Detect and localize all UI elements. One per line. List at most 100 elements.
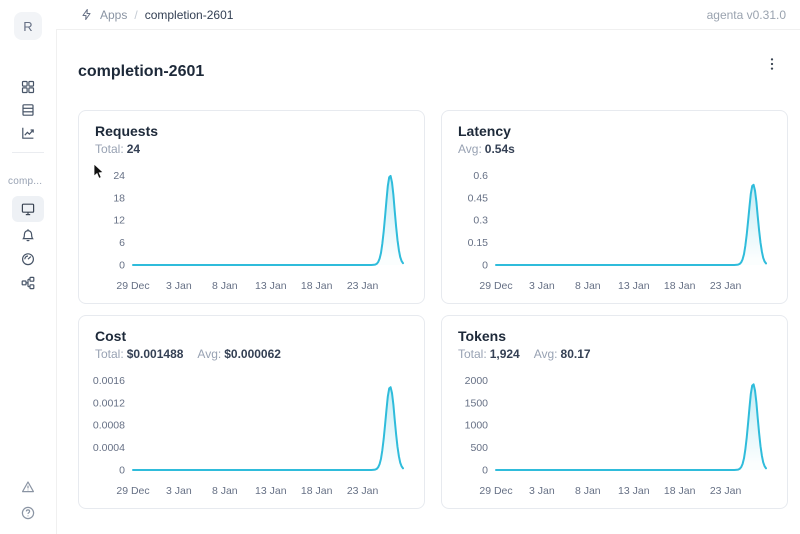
metric-stat: Avg: 80.17 — [534, 347, 591, 361]
svg-text:0: 0 — [119, 260, 125, 272]
svg-text:0.15: 0.15 — [468, 237, 489, 249]
metric-stat: Total: 24 — [95, 142, 140, 156]
stat-value: 1,924 — [489, 347, 520, 361]
svg-text:23 Jan: 23 Jan — [347, 280, 379, 292]
svg-text:0.0004: 0.0004 — [93, 442, 125, 454]
sidebar-item-help[interactable] — [12, 500, 44, 526]
page-title: completion-2601 — [78, 62, 205, 80]
svg-text:500: 500 — [470, 442, 488, 454]
sidebar-item-metrics[interactable] — [12, 246, 44, 272]
svg-text:18 Jan: 18 Jan — [664, 280, 696, 292]
metric-line-chart: 0 6 12 18 24 29 Dec 3 Jan 8 Jan 13 Jan 18 Jan 23 J… — [113, 170, 404, 292]
svg-text:8 Jan: 8 Jan — [575, 485, 601, 497]
sidebar-item-testsets[interactable] — [12, 97, 44, 123]
svg-text:24: 24 — [113, 170, 125, 182]
svg-text:6: 6 — [119, 237, 125, 249]
metric-line-chart: 0 500 1000 1500 2000 29 Dec 3 Jan 8 Jan 13 Jan 18… — [465, 375, 767, 497]
svg-text:0.6: 0.6 — [473, 170, 488, 182]
svg-text:0.45: 0.45 — [468, 192, 489, 204]
top-header: Apps / completion-2601 agenta v0.31.0 — [56, 0, 800, 30]
svg-text:0.0016: 0.0016 — [93, 375, 125, 387]
tree-structure-icon — [21, 276, 35, 290]
stat-value: 24 — [126, 142, 141, 156]
svg-text:8 Jan: 8 Jan — [212, 280, 238, 292]
sidebar-item-traces[interactable] — [12, 270, 44, 296]
svg-text:29 Dec: 29 Dec — [479, 485, 512, 497]
svg-text:1000: 1000 — [465, 420, 489, 432]
svg-text:18 Jan: 18 Jan — [301, 280, 333, 292]
metric-card-stats: Total: $0.001488 Avg: $0.000062 — [91, 347, 408, 361]
sidebar-item-alerts[interactable] — [12, 474, 44, 500]
svg-text:13 Jan: 13 Jan — [618, 485, 650, 497]
gauge-icon — [21, 253, 35, 266]
line-chart-icon — [22, 127, 34, 139]
svg-text:0: 0 — [119, 465, 125, 477]
bell-icon — [22, 229, 34, 242]
workspace-avatar[interactable]: R — [14, 12, 42, 40]
sidebar-item-apps[interactable] — [12, 74, 44, 100]
svg-text:3 Jan: 3 Jan — [529, 485, 555, 497]
svg-text:0: 0 — [482, 260, 488, 272]
svg-text:23 Jan: 23 Jan — [347, 485, 379, 497]
svg-text:18 Jan: 18 Jan — [664, 485, 696, 497]
help-circle-icon — [21, 506, 35, 520]
stat-label: Avg: — [458, 142, 482, 156]
sidebar-item-observability[interactable] — [12, 120, 44, 146]
rows-icon — [22, 104, 34, 116]
svg-text:29 Dec: 29 Dec — [116, 485, 149, 497]
metrics-grid: Requests Total: 24 0 6 12 18 24 29 Dec 3 Jan 8 J… — [78, 110, 788, 509]
apps-grid-icon — [21, 80, 35, 94]
svg-text:2000: 2000 — [465, 375, 489, 387]
svg-text:0.0012: 0.0012 — [93, 397, 125, 409]
stat-label: Total: — [458, 347, 487, 361]
alert-triangle-icon — [22, 481, 34, 493]
metric-line-chart: 0 0.15 0.3 0.45 0.6 29 Dec 3 Jan 8 Jan 13 Jan 18 … — [468, 170, 767, 292]
metric-card: Tokens Total: 1,924 Avg: 80.17 0 500 1000 1500… — [441, 315, 788, 509]
sidebar-item-overview[interactable] — [12, 196, 44, 222]
app-version-label: agenta v0.31.0 — [706, 7, 786, 22]
lightning-icon — [80, 8, 93, 21]
metric-stat: Total: 1,924 — [458, 347, 520, 361]
svg-text:0.0008: 0.0008 — [93, 420, 125, 432]
svg-text:0.3: 0.3 — [473, 215, 488, 227]
svg-text:3 Jan: 3 Jan — [166, 280, 192, 292]
metric-line-chart: 0 0.0004 0.0008 0.0012 0.0016 29 Dec 3 Jan 8 Ja… — [93, 375, 404, 497]
sidebar-app-label: comp... — [8, 176, 43, 187]
monitor-icon — [21, 203, 35, 216]
svg-text:29 Dec: 29 Dec — [116, 280, 149, 292]
metric-card-title: Tokens — [458, 328, 506, 344]
svg-text:23 Jan: 23 Jan — [710, 280, 742, 292]
svg-text:13 Jan: 13 Jan — [255, 485, 287, 497]
breadcrumb-current: completion-2601 — [144, 7, 234, 22]
svg-text:13 Jan: 13 Jan — [618, 280, 650, 292]
svg-text:13 Jan: 13 Jan — [255, 280, 287, 292]
sidebar-item-evaluations[interactable] — [12, 222, 44, 248]
breadcrumb-apps-link[interactable]: Apps — [100, 7, 128, 22]
stat-label: Total: — [95, 142, 124, 156]
metric-card-title: Latency — [458, 123, 511, 139]
sidebar-divider — [12, 152, 44, 153]
svg-text:3 Jan: 3 Jan — [166, 485, 192, 497]
breadcrumb-separator: / — [134, 7, 138, 22]
page-actions-button[interactable] — [760, 52, 784, 76]
stat-value: $0.001488 — [126, 347, 184, 361]
svg-text:12: 12 — [113, 215, 125, 227]
metric-card: Requests Total: 24 0 6 12 18 24 29 Dec 3 Jan 8 J… — [78, 110, 425, 304]
svg-text:18 Jan: 18 Jan — [301, 485, 333, 497]
svg-text:29 Dec: 29 Dec — [479, 280, 512, 292]
metric-card-title: Requests — [95, 123, 159, 139]
svg-text:8 Jan: 8 Jan — [212, 485, 238, 497]
stat-label: Avg: — [197, 347, 222, 361]
metric-stat: Total: $0.001488 — [95, 347, 183, 361]
kebab-menu-icon — [770, 58, 774, 70]
svg-text:18: 18 — [113, 192, 125, 204]
stat-value: 0.54s — [484, 142, 515, 156]
svg-text:23 Jan: 23 Jan — [710, 485, 742, 497]
metric-card-stats: Avg: 0.54s — [454, 142, 771, 156]
metric-stat: Avg: $0.000062 — [197, 347, 281, 361]
metric-card: Cost Total: $0.001488 Avg: $0.000062 0 0.000… — [78, 315, 425, 509]
stat-value: 80.17 — [560, 347, 591, 361]
metric-card-stats: Total: 24 — [91, 142, 408, 156]
stat-label: Avg: — [533, 347, 558, 361]
